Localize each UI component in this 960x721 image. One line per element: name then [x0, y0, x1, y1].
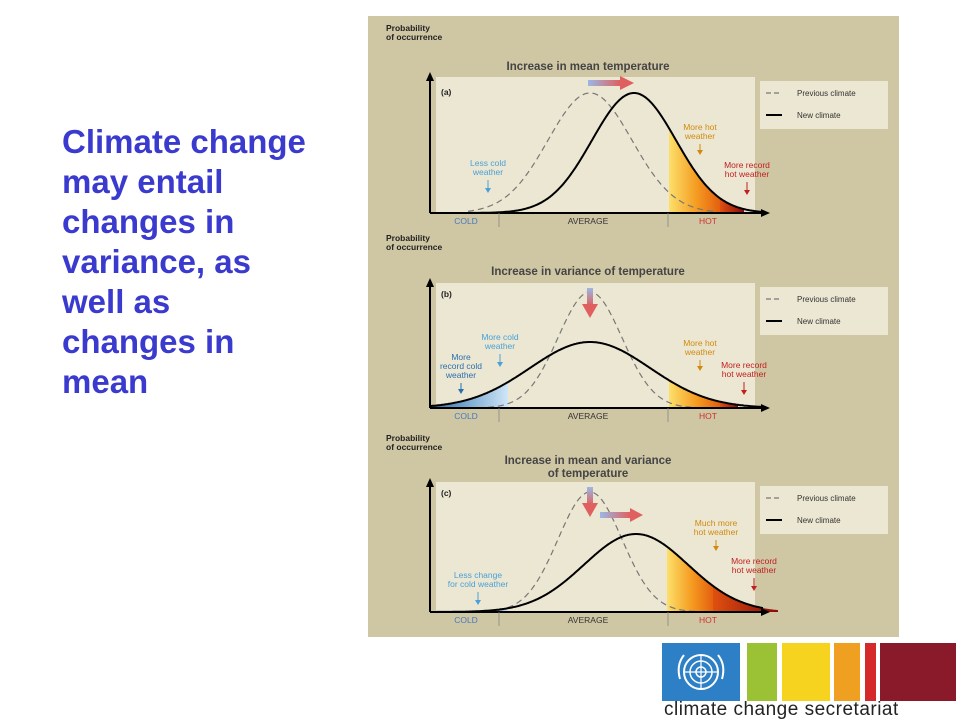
annotation-hot: Much more: [695, 518, 738, 528]
x-tick-cold: COLD: [454, 411, 478, 421]
y-axis-arrowhead: [426, 72, 434, 81]
annotation-cold: weather: [484, 341, 515, 351]
x-tick-average: AVERAGE: [568, 615, 609, 625]
annotation-hot: hot weather: [694, 527, 739, 537]
x-tick-hot: HOT: [699, 411, 717, 421]
annotation-record-hot: hot weather: [732, 565, 777, 575]
y-axis-arrowhead: [426, 478, 434, 487]
annotation-record-hot: More record: [721, 360, 767, 370]
mean-shift-arrow: [588, 80, 620, 86]
legend-new-label: New climate: [797, 317, 841, 326]
x-tick-average: AVERAGE: [568, 411, 609, 421]
record-hot-tail-area: [713, 585, 778, 612]
annotation-record-hot-arrowhead: [744, 190, 750, 195]
plot-area: [436, 283, 755, 408]
annotation-cold: weather: [472, 167, 503, 177]
previous-climate-curve: [467, 92, 714, 212]
panel-letter: (c): [441, 488, 452, 498]
mean-shift-arrowhead: [630, 508, 643, 522]
annotation-hot-arrowhead: [697, 366, 703, 371]
variance-shift-arrowhead: [582, 304, 598, 318]
x-tick-hot: HOT: [699, 615, 717, 625]
y-axis-label: Probability: [386, 433, 430, 443]
legend-previous-label: Previous climate: [797, 494, 856, 503]
x-axis-arrowhead: [761, 608, 770, 616]
y-axis-label: Probability: [386, 23, 430, 33]
annotation-record-hot: More record: [724, 160, 770, 170]
panel-title: Increase in mean temperature: [507, 61, 670, 73]
annotation-cold: Less cold: [470, 158, 506, 168]
unfccc-logo: climate change secretariat: [662, 643, 958, 720]
annotation-hot: weather: [684, 347, 715, 357]
panel-title: Increase in mean and variance: [505, 455, 672, 467]
y-axis-label: of occurrence: [386, 32, 442, 42]
cold-tail-area: [430, 382, 508, 408]
annotation-cold-arrowhead: [497, 362, 503, 367]
annotation-record-hot: hot weather: [725, 169, 770, 179]
annotation-record-cold-arrowhead: [458, 389, 464, 394]
logo-orange-bar: [834, 643, 860, 701]
legend-new-label: New climate: [797, 111, 841, 120]
annotation-record-hot: hot weather: [722, 369, 767, 379]
slide-body-text: Climate change may entail changes in var…: [62, 123, 306, 400]
legend-previous-label: Previous climate: [797, 89, 856, 98]
annotation-record-hot-arrowhead: [741, 390, 747, 395]
panel-letter: (a): [441, 87, 452, 97]
y-axis-label: of occurrence: [386, 242, 442, 252]
panel-title: Increase in variance of temperature: [491, 266, 685, 278]
mean-shift-arrow: [600, 512, 630, 518]
logo-red-bar: [865, 643, 876, 701]
variance-shift-arrowhead: [582, 503, 598, 517]
annotation-cold-arrowhead: [485, 188, 491, 193]
annotation-cold-arrowhead: [475, 600, 481, 605]
annotation-record-hot: More record: [731, 556, 777, 566]
annotation-cold: for cold weather: [448, 579, 509, 589]
y-axis-label: Probability: [386, 233, 430, 243]
legend: [760, 486, 888, 534]
logo-yellow-bar: [782, 643, 830, 701]
x-tick-cold: COLD: [454, 615, 478, 625]
x-tick-average: AVERAGE: [568, 216, 609, 226]
un-emblem-icon: [662, 643, 740, 701]
annotation-record-cold: More: [451, 352, 471, 362]
new-climate-curve: [429, 341, 764, 408]
panel-title: of temperature: [548, 468, 629, 480]
legend-previous-label: Previous climate: [797, 295, 856, 304]
y-axis-arrowhead: [426, 278, 434, 287]
panel-letter: (b): [441, 289, 452, 299]
annotation-hot: More hot: [683, 122, 717, 132]
annotation-record-cold: record cold: [440, 361, 482, 371]
annotation-hot: weather: [684, 131, 715, 141]
variance-shift-arrow: [587, 288, 593, 306]
x-tick-cold: COLD: [454, 216, 478, 226]
x-axis-arrowhead: [761, 209, 770, 217]
legend-new-label: New climate: [797, 516, 841, 525]
x-tick-hot: HOT: [699, 216, 717, 226]
logo-maroon-bar: [880, 643, 956, 701]
annotation-record-hot-arrowhead: [751, 586, 757, 591]
annotation-cold: More cold: [481, 332, 519, 342]
temperature-distribution-figure: Probability of occurrence Increase in mean…: [368, 16, 899, 637]
variance-shift-arrow: [587, 487, 593, 505]
annotation-hot-arrowhead: [697, 150, 703, 155]
x-axis-arrowhead: [761, 404, 770, 412]
annotation-hot-arrowhead: [713, 546, 719, 551]
logo-green-bar: [747, 643, 777, 701]
new-climate-curve: [430, 533, 764, 613]
mean-shift-arrowhead: [620, 76, 634, 90]
legend: [760, 287, 888, 335]
logo-caption: climate change secretariat: [664, 699, 899, 720]
annotation-hot: More hot: [683, 338, 717, 348]
annotation-record-cold: weather: [445, 370, 476, 380]
y-axis-label: of occurrence: [386, 442, 442, 452]
legend: [760, 81, 888, 129]
hot-tail-area: [667, 546, 713, 612]
annotation-cold: Less change: [454, 570, 502, 580]
